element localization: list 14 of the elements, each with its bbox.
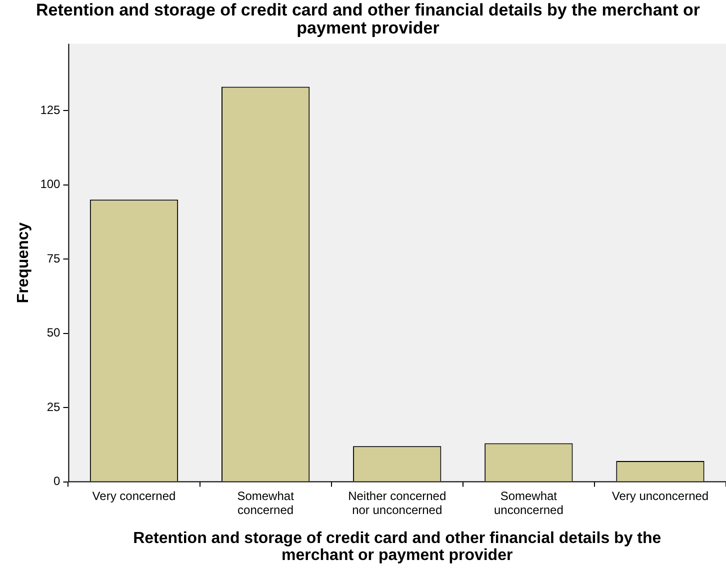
y-tick-label: 100 [40,177,61,192]
x-axis-title: Retention and storage of credit card and other financial details by the merchant or payment provider [133,530,662,564]
x-tick-label: Neither concerned nor unconcerned [348,489,446,517]
chart-title: Retention and storage of credit card and other financial details by the merchant or payment provider [36,0,700,38]
y-tick-label: 25 [46,400,61,414]
x-tick-label: Very unconcerned [612,489,709,504]
y-axis-title: Frequency [15,222,32,304]
x-tick-label: Somewhat unconcerned [494,489,564,517]
y-tick-label: 0 [54,474,61,488]
x-tick-label: Somewhat concerned [237,489,295,517]
y-tick-label: 125 [40,102,61,117]
x-tick-label: Very concerned [92,489,176,504]
y-tick-label: 75 [46,251,61,266]
y-tick-label: 50 [46,326,61,340]
